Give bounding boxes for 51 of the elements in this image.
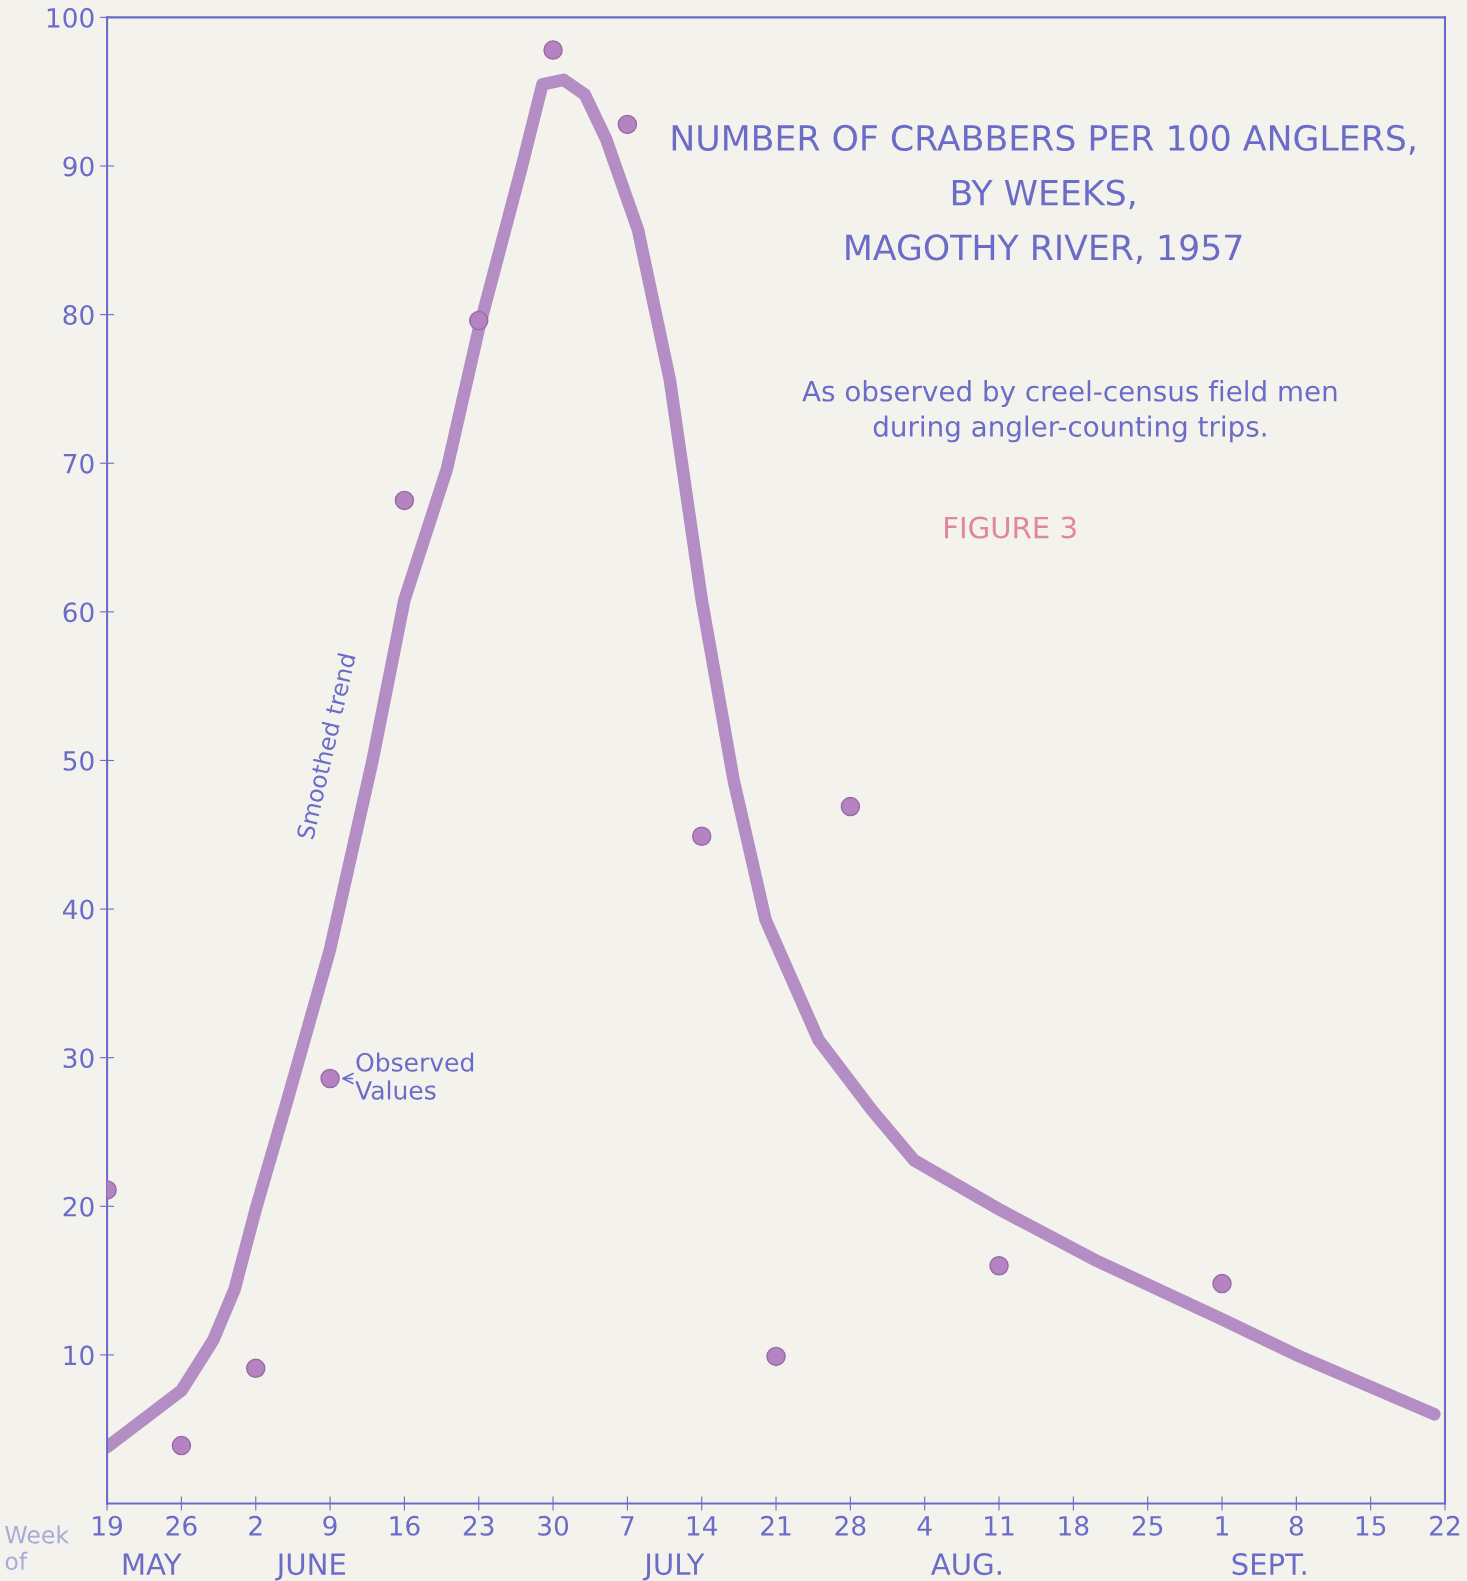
x-tick-label: 14 xyxy=(687,1516,718,1536)
text: AUG. xyxy=(931,1553,1001,1576)
y-tick-label: 100 xyxy=(47,7,94,28)
x-tick-label: 8 xyxy=(1289,1515,1303,1536)
x-tick-label: 21 xyxy=(761,1515,791,1536)
text: NUMBER OF CRABBERS PER 100 ANGLERS, BY WEEKS, MAGOTHY RIVER, 1957 xyxy=(672,124,1415,265)
point xyxy=(691,826,712,847)
point xyxy=(394,490,415,511)
x-tick-label: 15 xyxy=(1356,1516,1386,1536)
point xyxy=(543,40,563,60)
x-tick-label: 23 xyxy=(463,1515,494,1536)
y-tick-label: 40 xyxy=(63,899,94,920)
x-tick-label: 2 xyxy=(249,1515,262,1536)
x-axis-title: Week of xyxy=(5,1525,70,1571)
x-tick-label: 9 xyxy=(323,1515,337,1536)
x-tick-label: 4 xyxy=(917,1516,932,1536)
x-tick-label: 19 xyxy=(93,1515,123,1536)
point xyxy=(171,1435,192,1456)
y-tick-label: 10 xyxy=(64,1345,94,1366)
x-tick-label: 18 xyxy=(1059,1515,1089,1536)
text: SEPT. xyxy=(1232,1553,1306,1576)
y-tick-label: 80 xyxy=(63,305,94,326)
point xyxy=(245,1358,266,1379)
x-tick-label: 26 xyxy=(166,1515,197,1536)
y-tick-label: 90 xyxy=(63,156,94,177)
x-tick-label: 7 xyxy=(621,1516,634,1536)
point xyxy=(840,796,861,817)
x-tick-label: 22 xyxy=(1430,1515,1460,1536)
y-tick-label: 30 xyxy=(63,1048,94,1069)
annotation: FIGURE 3 xyxy=(945,516,1076,539)
point xyxy=(320,1068,340,1089)
point xyxy=(468,310,489,331)
y-tick-label: 70 xyxy=(63,453,94,474)
x-tick-label: 1 xyxy=(1216,1516,1228,1536)
point xyxy=(989,1255,1009,1276)
x-tick-label: 25 xyxy=(1132,1515,1163,1536)
text: As observed by creel-census field men during angler-counting trips. xyxy=(802,380,1337,443)
x-tick-label: 11 xyxy=(985,1516,1014,1536)
y-tick-label: 50 xyxy=(63,750,94,771)
text: MAY xyxy=(123,1553,182,1575)
y-tick-label: 60 xyxy=(63,602,94,623)
y-tick-label: 20 xyxy=(63,1196,94,1217)
x-tick-label: 28 xyxy=(835,1515,866,1536)
point xyxy=(617,114,638,135)
x-tick-label: 30 xyxy=(538,1515,569,1536)
point xyxy=(1212,1273,1232,1294)
x-tick-label: 16 xyxy=(390,1515,420,1536)
text: JUNE xyxy=(275,1553,346,1581)
series-label: Observed Values xyxy=(355,1052,474,1100)
text: JULY xyxy=(642,1553,705,1581)
point xyxy=(766,1346,786,1367)
